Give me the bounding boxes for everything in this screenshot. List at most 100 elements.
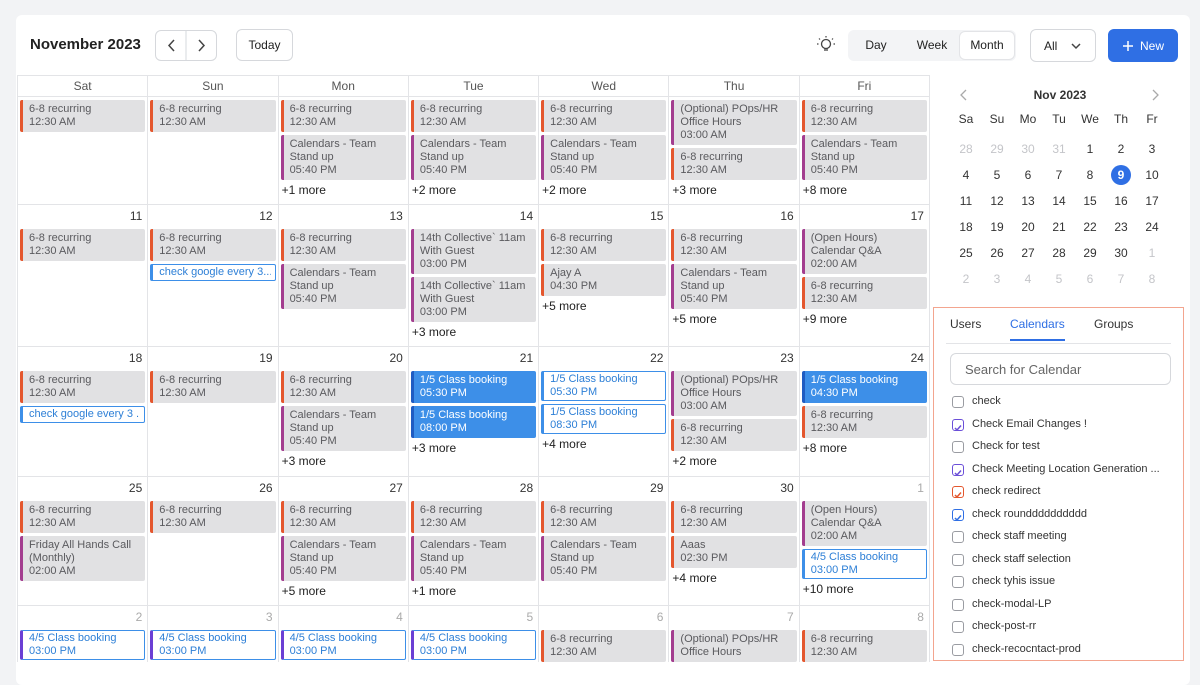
event[interactable]: 1/5 Class booking 08:30 PM (541, 404, 667, 434)
more-link[interactable]: +3 more (281, 454, 326, 468)
event[interactable]: 6-8 recurring 12:30 AM (410, 100, 537, 132)
event[interactable]: Calendars - Team Stand up 05:40 PM (280, 135, 406, 180)
mini-next[interactable] (1150, 89, 1160, 101)
event[interactable]: 6-8 recurring 12:30 AM (280, 100, 406, 132)
more-link[interactable]: +5 more (672, 312, 717, 326)
event[interactable]: Friday All Hands Call (Monthly) 02:00 AM (20, 536, 146, 581)
event[interactable]: 6-8 recurring 12:30 AM (671, 229, 797, 261)
mini-day[interactable]: 20 (1021, 220, 1035, 234)
event[interactable]: 1/5 Class booking 08:00 PM (410, 406, 537, 438)
mini-day[interactable]: 3 (993, 272, 1001, 286)
day-cell[interactable]: 26 6-8 recurring 12:30 AM (148, 477, 279, 606)
day-cell[interactable]: 14 14th Collective` 11am With Guest 03:00 … (408, 205, 540, 347)
day-cell[interactable]: 8 6-8 recurring 12:30 AM (800, 606, 930, 662)
mini-day[interactable]: 6 (1024, 168, 1032, 182)
checkbox[interactable] (952, 418, 964, 431)
checkbox[interactable] (952, 598, 964, 611)
calendar-name[interactable]: check-post-rr (972, 620, 1037, 632)
mini-day[interactable]: 30 (1021, 142, 1035, 156)
checkbox[interactable] (952, 621, 964, 633)
day-cell[interactable]: 6-8 recurring 12:30 AM (148, 97, 279, 205)
event[interactable]: 14th Collective` 11am With Guest 03:00 PM (410, 277, 537, 322)
view-option[interactable]: Week (916, 38, 948, 52)
event[interactable]: Calendars - Team Stand up 05:40 PM (280, 406, 406, 451)
mini-day[interactable]: 12 (990, 194, 1004, 208)
day-cell[interactable]: 28 6-8 recurring 12:30 AM Calendars - Team … (408, 477, 540, 606)
mini-day[interactable]: 6 (1086, 272, 1094, 286)
mini-day[interactable]: 11 (959, 194, 973, 208)
mini-day[interactable]: 26 (990, 246, 1004, 260)
more-link[interactable]: +3 more (411, 441, 457, 455)
mini-day[interactable]: 23 (1114, 220, 1128, 234)
checkbox[interactable] (952, 576, 964, 588)
day-cell[interactable]: 6-8 recurring 12:30 AM Calendars - Team St… (408, 97, 540, 205)
mini-day[interactable]: 8 (1086, 168, 1094, 182)
event[interactable]: check google every 3... (150, 264, 276, 281)
event[interactable]: 6-8 recurring 12:30 AM (20, 229, 146, 261)
checkbox[interactable] (952, 643, 964, 656)
mini-day[interactable]: 22 (1083, 220, 1097, 234)
event[interactable]: 6-8 recurring 12:30 AM (801, 100, 927, 132)
event[interactable]: 6-8 recurring 12:30 AM (280, 501, 406, 533)
mini-day[interactable]: 19 (990, 220, 1004, 234)
mini-day[interactable]: 2 (1117, 142, 1125, 156)
event[interactable]: 6-8 recurring 12:30 AM (280, 229, 406, 261)
calendar-name[interactable]: check tyhis issue (972, 575, 1056, 587)
event[interactable]: 6-8 recurring 12:30 AM (541, 630, 667, 662)
mini-day[interactable]: 7 (1117, 272, 1125, 286)
mini-day[interactable]: 7 (1055, 168, 1063, 182)
event[interactable]: 6-8 recurring 12:30 AM (150, 100, 276, 132)
day-cell[interactable]: 5 4/5 Class booking 03:00 PM (409, 606, 540, 662)
mini-day[interactable]: 16 (1114, 194, 1128, 208)
checkbox[interactable] (952, 463, 964, 476)
mini-day[interactable]: 29 (1083, 246, 1097, 260)
more-link[interactable]: +3 more (411, 325, 457, 339)
new-button[interactable]: New (1108, 29, 1178, 62)
day-cell[interactable]: 22 1/5 Class booking 05:30 PM 1/5 Class boo… (539, 347, 670, 477)
mini-day[interactable]: 27 (1021, 246, 1035, 260)
day-cell[interactable]: 6 6-8 recurring 12:30 AM (539, 606, 670, 662)
day-cell[interactable]: 30 6-8 recurring 12:30 AM Aaas 02:30 PM +4 mo… (669, 477, 800, 606)
event[interactable]: 6-8 recurring 12:30 AM (20, 371, 146, 403)
mini-day[interactable]: 10 (1145, 168, 1159, 182)
event[interactable]: 1/5 Class booking 05:30 PM (541, 371, 667, 401)
event[interactable]: 6-8 recurring 12:30 AM (410, 501, 537, 533)
nav-arrows[interactable] (156, 31, 216, 60)
mini-day[interactable]: 30 (1114, 246, 1128, 260)
day-cell[interactable]: 1 (Open Hours) Calendar Q&A 02:00 AM 4/5 Cl… (799, 477, 930, 606)
mini-day[interactable]: 14 (1052, 194, 1066, 208)
event[interactable]: Calendars - Team Stand up 05:40 PM (801, 135, 927, 180)
mini-prev[interactable] (959, 89, 969, 101)
event[interactable]: 6-8 recurring 12:30 AM (541, 501, 667, 533)
mini-day[interactable]: 31 (1052, 142, 1066, 156)
calendar-name[interactable]: Check Meeting Location Generation ... (972, 462, 1160, 475)
more-link[interactable]: +9 more (802, 312, 848, 326)
calendar-name[interactable]: check redirect (972, 485, 1041, 497)
checkbox[interactable] (952, 553, 964, 566)
more-link[interactable]: +8 more (802, 183, 848, 197)
event[interactable]: Calendars - Team Stand up 05:40 PM (410, 135, 537, 180)
mini-day[interactable]: 29 (990, 142, 1004, 156)
day-cell[interactable]: 17 (Open Hours) Calendar Q&A 02:00 AM 6-8 r… (799, 205, 930, 347)
search-input[interactable]: Search for Calendar (950, 353, 1171, 385)
day-cell[interactable]: 3 4/5 Class booking 03:00 PM (148, 606, 279, 662)
mini-day[interactable]: 5 (1055, 272, 1063, 286)
more-link[interactable]: +1 more (281, 183, 326, 197)
calendar-name[interactable]: check staff meeting (972, 530, 1067, 542)
day-cell[interactable]: (Optional) POps/HR Office Hours 03:00 AM 6… (669, 97, 800, 205)
day-cell[interactable]: 19 6-8 recurring 12:30 AM (148, 347, 279, 477)
day-cell[interactable]: 29 6-8 recurring 12:30 AM Calendars - Team … (539, 477, 670, 606)
day-cell[interactable]: 24 1/5 Class booking 04:30 PM 6-8 recurring… (799, 347, 930, 477)
mini-day[interactable]: 24 (1145, 220, 1159, 234)
event[interactable]: 6-8 recurring 12:30 AM (280, 371, 406, 403)
mini-day[interactable]: 5 (993, 168, 1001, 182)
more-link[interactable]: +3 more (672, 183, 717, 197)
checkbox[interactable] (952, 486, 964, 499)
event[interactable]: (Open Hours) Calendar Q&A 02:00 AM (801, 229, 927, 274)
event[interactable]: Calendars - Team Stand up 05:40 PM (541, 135, 667, 180)
theme-icon[interactable] (816, 35, 836, 55)
sidebar-tab[interactable]: Users (950, 317, 982, 331)
event[interactable]: 6-8 recurring 12:30 AM (541, 100, 667, 132)
mini-day[interactable]: 4 (962, 168, 970, 182)
event[interactable]: 1/5 Class booking 04:30 PM (801, 371, 927, 403)
